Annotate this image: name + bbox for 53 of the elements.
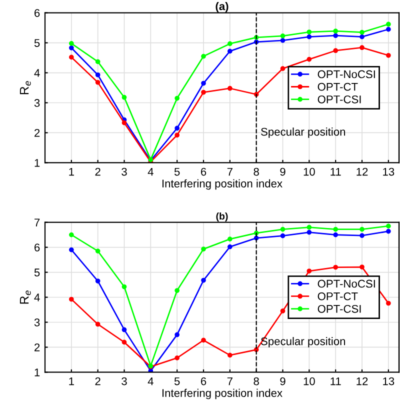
- x-tick-label: 10: [304, 377, 315, 386]
- x-tick-label: 12: [356, 377, 368, 386]
- x-tick-label: 5: [174, 377, 180, 386]
- y-tick-label: 6: [34, 244, 40, 252]
- x-tick-label: 2: [95, 377, 100, 386]
- x-tick-label: 10: [304, 168, 315, 176]
- legend-label: OPT-CT: [318, 82, 358, 91]
- x-tick-label: 13: [383, 377, 394, 386]
- x-tick-label: 12: [356, 168, 368, 176]
- x-tick-label: 6: [200, 168, 206, 176]
- x-tick-label: 13: [383, 168, 394, 176]
- y-tick-label: 7: [34, 218, 40, 226]
- y-tick-label: 6: [34, 9, 40, 17]
- x-tick-label: 4: [148, 377, 154, 386]
- x-tick-label: 9: [280, 377, 286, 386]
- y-axis-title: R$_{e}$: [20, 290, 31, 304]
- chart-title: (a): [216, 2, 228, 12]
- legend-label: OPT-CSI: [318, 95, 361, 104]
- x-tick-label: 3: [122, 168, 127, 176]
- y-tick-label: 1: [34, 159, 40, 167]
- y-tick-label: 3: [34, 99, 40, 107]
- y-tick-label: 2: [34, 128, 40, 137]
- x-tick-label: 9: [280, 168, 286, 176]
- x-tick-label: 8: [254, 377, 259, 386]
- x-tick-label: 2: [95, 168, 100, 176]
- x-tick-label: 11: [330, 168, 341, 176]
- legend-label: OPT-CSI: [318, 304, 361, 313]
- x-tick-label: 7: [227, 377, 232, 386]
- x-axis-title: Interfering position index: [162, 388, 282, 400]
- y-tick-label: 4: [34, 69, 40, 77]
- ref-line-label: Specular position: [261, 128, 346, 138]
- x-axis-title: Interfering position index: [162, 179, 282, 190]
- x-tick-label: 1: [69, 168, 74, 176]
- x-tick-label: 3: [122, 377, 127, 386]
- y-tick-label: 5: [34, 39, 40, 47]
- x-tick-label: 5: [174, 168, 180, 176]
- x-tick-label: 8: [254, 168, 259, 176]
- y-tick-label: 1: [34, 368, 40, 376]
- legend-label: OPT-CT: [318, 292, 358, 300]
- ref-line-label: Specular position: [261, 337, 346, 348]
- x-tick-label: 4: [148, 168, 154, 176]
- y-tick-label: 5: [34, 268, 40, 276]
- x-tick-label: 1: [69, 377, 74, 386]
- y-axis-title: R$_{e}$: [20, 81, 31, 94]
- y-tick-label: 4: [34, 294, 40, 302]
- y-tick-label: 2: [34, 343, 40, 352]
- x-tick-label: 7: [227, 168, 232, 176]
- x-tick-label: 6: [200, 377, 206, 386]
- x-tick-label: 11: [330, 377, 341, 386]
- legend-label: OPT-NoCSI: [318, 70, 375, 78]
- legend-label: OPT-NoCSI: [318, 280, 375, 288]
- chart-title: (b): [216, 212, 228, 222]
- y-tick-label: 3: [34, 318, 40, 326]
